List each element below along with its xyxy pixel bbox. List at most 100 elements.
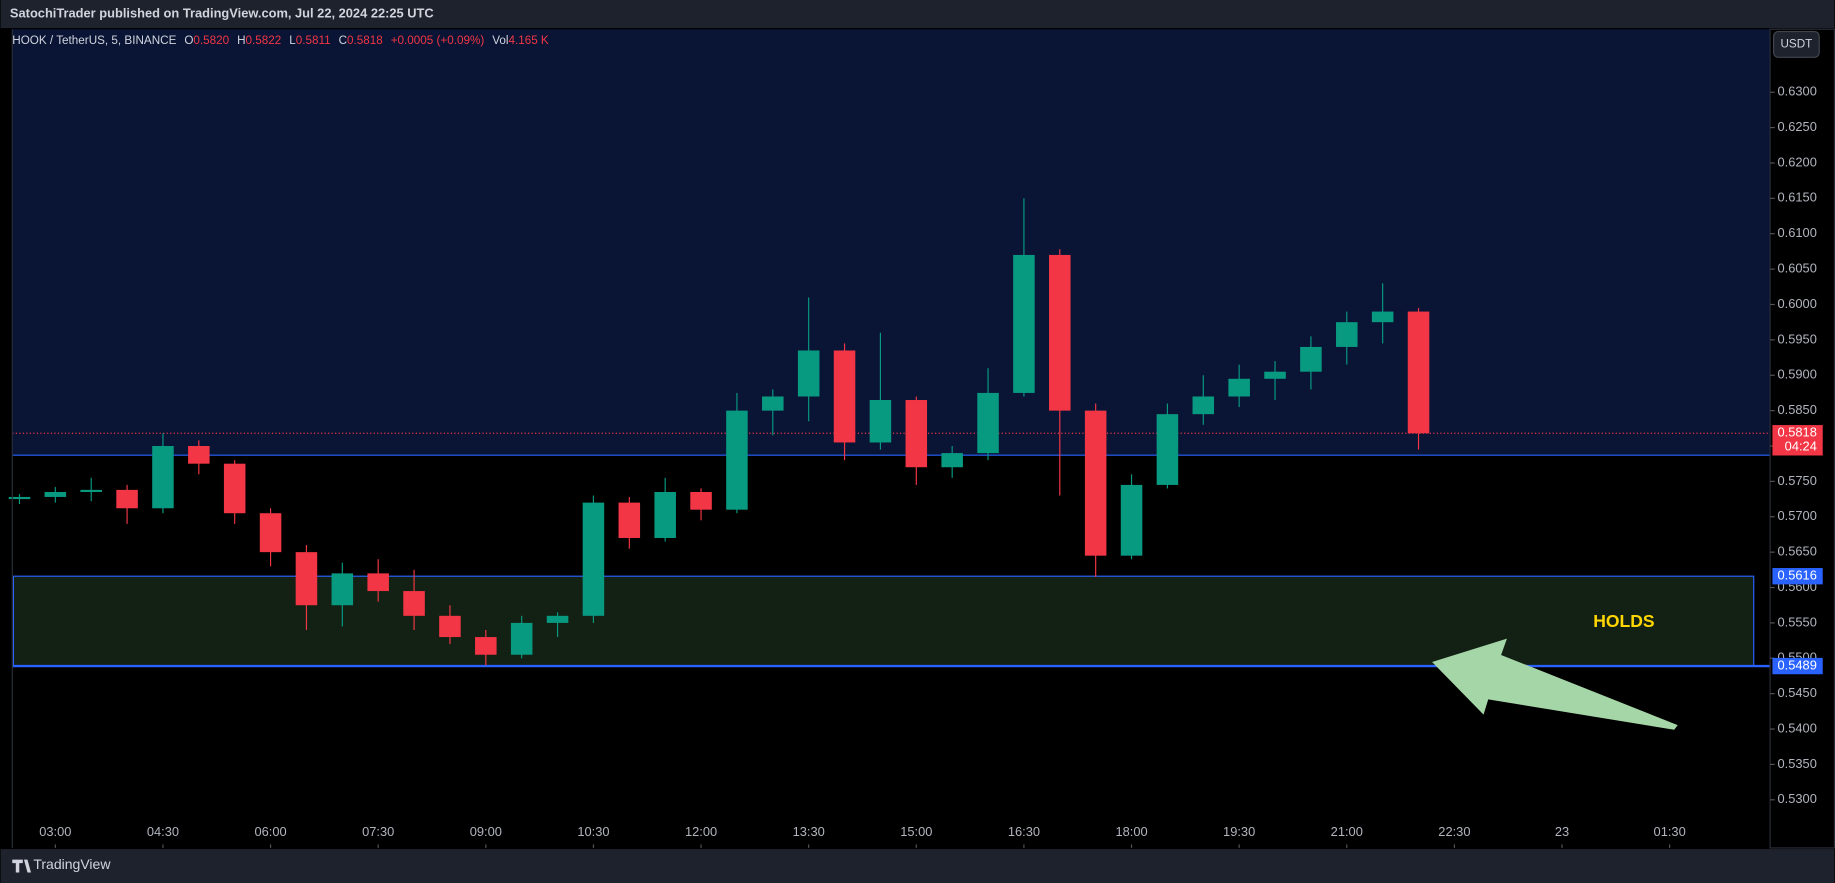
candle-body xyxy=(223,463,246,514)
y-tick-label: 0.5300 xyxy=(1778,791,1817,806)
candle-body xyxy=(1264,371,1286,379)
legend-c: C xyxy=(339,34,347,47)
annotation: HOLDS xyxy=(1593,611,1655,631)
x-tick-label: 01:30 xyxy=(1654,824,1686,839)
countdown: 04:24 xyxy=(1785,439,1817,454)
x-tick-label: 06:00 xyxy=(254,824,286,839)
bottom-bar xyxy=(0,849,1835,883)
top-bar xyxy=(0,0,1835,29)
y-tick-label: 0.6150 xyxy=(1778,190,1817,205)
candle-body xyxy=(726,410,748,510)
x-tick-label: 15:00 xyxy=(900,824,932,839)
y-tick-label: 0.5400 xyxy=(1778,720,1817,735)
arrow xyxy=(1432,638,1678,730)
candle-body xyxy=(331,573,354,606)
candle-body xyxy=(439,615,461,638)
candle-body xyxy=(510,622,533,655)
y-tick-label: 0.6000 xyxy=(1778,296,1817,311)
x-tick-label: 21:00 xyxy=(1331,824,1363,839)
currency-label[interactable]: USDT xyxy=(1780,38,1812,51)
y-tick-label: 0.6050 xyxy=(1778,261,1817,276)
candle-body xyxy=(690,491,712,510)
candle-body xyxy=(582,502,605,616)
upper-region xyxy=(12,29,1771,456)
candle-body xyxy=(618,502,641,538)
candle-body xyxy=(1049,254,1071,411)
legend-o: O xyxy=(184,34,193,47)
x-tick-label: 12:00 xyxy=(685,824,717,839)
candle-body xyxy=(152,446,174,509)
candle-body xyxy=(367,573,389,592)
candle-body xyxy=(905,400,928,468)
candle-body xyxy=(654,491,676,538)
candle-body xyxy=(1336,322,1358,347)
x-tick-label: 09:00 xyxy=(470,824,502,839)
y-tick-label: 0.6100 xyxy=(1778,225,1817,240)
legend-close: 0.5818 xyxy=(347,34,383,47)
last-price-label: 0.5818 xyxy=(1778,425,1817,440)
candle-body xyxy=(1371,311,1394,323)
candle-body xyxy=(475,637,497,655)
legend-vol: Vol xyxy=(492,34,508,47)
candle-body xyxy=(295,552,318,606)
y-tick-label: 0.5650 xyxy=(1778,544,1817,559)
last-price-label-box xyxy=(1772,425,1823,456)
x-tick-label: 10:30 xyxy=(577,824,609,839)
candle-body xyxy=(546,615,569,623)
x-tick-label: 22:30 xyxy=(1438,824,1470,839)
candle-body xyxy=(8,496,31,500)
candle-body xyxy=(833,350,856,443)
candle-body xyxy=(1228,378,1250,397)
x-tick-label: 07:30 xyxy=(362,824,394,839)
y-tick-label: 0.5750 xyxy=(1778,473,1817,488)
zone-top-label-box xyxy=(1772,568,1823,585)
x-tick-label: 16:30 xyxy=(1008,824,1040,839)
y-tick-label: 0.5850 xyxy=(1778,402,1817,417)
footer-brand: TradingView xyxy=(33,856,111,872)
y-tick-label: 0.5550 xyxy=(1778,614,1817,629)
candle-body xyxy=(80,489,102,492)
legend-open: 0.5820 xyxy=(193,34,229,47)
currency-button[interactable] xyxy=(1773,30,1820,58)
candle-body xyxy=(116,489,138,509)
legend-volume: 4.165 K xyxy=(508,34,548,47)
legend: HOOK / TetherUS, 5, BINANCE O0.5820 H0.5… xyxy=(12,34,549,47)
candle-body xyxy=(941,453,963,468)
y-tick-label: 0.6250 xyxy=(1778,119,1817,134)
zone-top-label: 0.5616 xyxy=(1778,568,1817,583)
candle-body xyxy=(869,400,892,443)
y-tick-label: 0.6200 xyxy=(1778,154,1817,169)
legend-l: L xyxy=(289,34,296,47)
candle-body xyxy=(1013,254,1035,393)
candle-body xyxy=(1084,410,1107,556)
y-tick-label: 0.5900 xyxy=(1778,367,1817,382)
publisher: SatochiTrader published on TradingView.c… xyxy=(10,5,434,20)
y-tick-label: 0.5350 xyxy=(1778,756,1817,771)
zone-bottom-label-box xyxy=(1772,657,1823,675)
candle-body xyxy=(1407,311,1430,434)
y-tick-label: 0.5950 xyxy=(1778,331,1817,346)
y-tick-label: 0.5450 xyxy=(1778,685,1817,700)
x-tick-label: 04:30 xyxy=(147,824,179,839)
legend-h: H xyxy=(237,34,245,47)
candle-body xyxy=(1300,346,1322,372)
x-tick-label: 03:00 xyxy=(39,824,71,839)
candle-body xyxy=(1120,484,1143,556)
legend-high: 0.5822 xyxy=(246,34,282,47)
candle-body xyxy=(977,392,999,454)
y-tick-label: 0.5700 xyxy=(1778,508,1817,523)
candle-body xyxy=(762,396,784,411)
x-tick-label: 18:00 xyxy=(1115,824,1147,839)
candle-body xyxy=(403,591,425,616)
legend-low: 0.5811 xyxy=(296,34,331,47)
logo xyxy=(12,859,31,873)
legend-symbol: HOOK / TetherUS, 5, BINANCE xyxy=(12,34,176,47)
candle-body xyxy=(44,491,67,497)
candle-body xyxy=(259,513,282,553)
x-tick-label: 13:30 xyxy=(793,824,825,839)
x-tick-label: 23 xyxy=(1555,824,1569,839)
zone-bottom-label: 0.5489 xyxy=(1778,657,1817,672)
legend-change: +0.0005 (+0.09%) xyxy=(391,34,485,47)
